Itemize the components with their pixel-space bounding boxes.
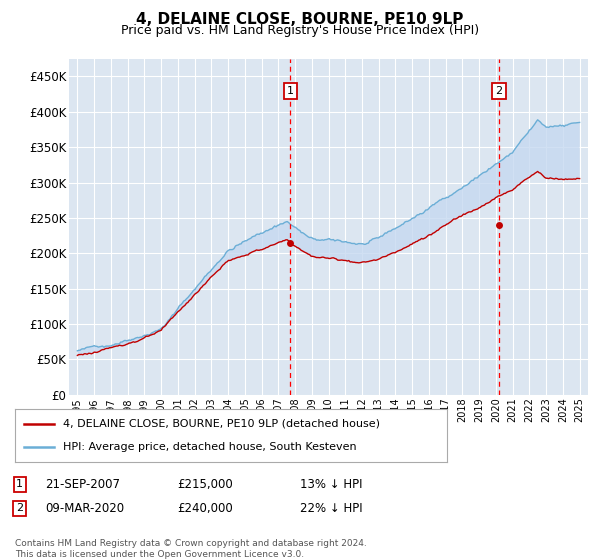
Text: Price paid vs. HM Land Registry's House Price Index (HPI): Price paid vs. HM Land Registry's House … (121, 24, 479, 36)
Text: 4, DELAINE CLOSE, BOURNE, PE10 9LP (detached house): 4, DELAINE CLOSE, BOURNE, PE10 9LP (deta… (62, 419, 380, 429)
Text: 13% ↓ HPI: 13% ↓ HPI (300, 478, 362, 491)
Text: 1: 1 (16, 479, 23, 489)
Text: 2: 2 (496, 86, 502, 96)
Text: HPI: Average price, detached house, South Kesteven: HPI: Average price, detached house, Sout… (62, 442, 356, 452)
Text: £240,000: £240,000 (177, 502, 233, 515)
Text: 4, DELAINE CLOSE, BOURNE, PE10 9LP: 4, DELAINE CLOSE, BOURNE, PE10 9LP (136, 12, 464, 27)
Text: Contains HM Land Registry data © Crown copyright and database right 2024.
This d: Contains HM Land Registry data © Crown c… (15, 539, 367, 559)
Text: 21-SEP-2007: 21-SEP-2007 (45, 478, 120, 491)
Text: 09-MAR-2020: 09-MAR-2020 (45, 502, 124, 515)
Text: 2: 2 (16, 503, 23, 514)
Text: £215,000: £215,000 (177, 478, 233, 491)
Text: 1: 1 (287, 86, 294, 96)
Text: 22% ↓ HPI: 22% ↓ HPI (300, 502, 362, 515)
